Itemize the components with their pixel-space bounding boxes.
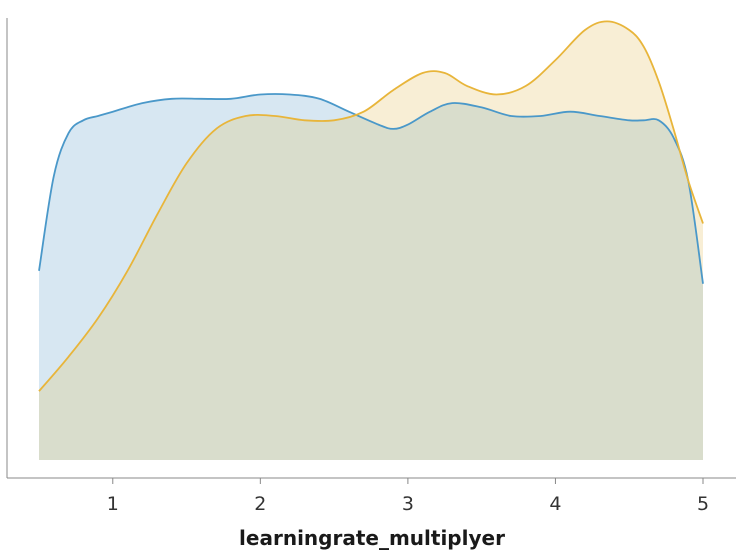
- x-axis-ticks: 1 2 3 4 5: [107, 478, 709, 515]
- series-2-line: [38, 20, 704, 392]
- series-1-line: [38, 93, 704, 284]
- plot-area: [38, 20, 704, 461]
- x-axis-title: learningrate_multiplyer: [239, 526, 505, 550]
- x-tick-label: 5: [697, 493, 709, 515]
- overlap-area: [39, 93, 703, 460]
- x-tick-label: 2: [254, 493, 266, 515]
- x-tick-label: 1: [107, 493, 119, 515]
- x-tick-label: 3: [402, 493, 414, 515]
- x-tick-label: 4: [549, 493, 561, 515]
